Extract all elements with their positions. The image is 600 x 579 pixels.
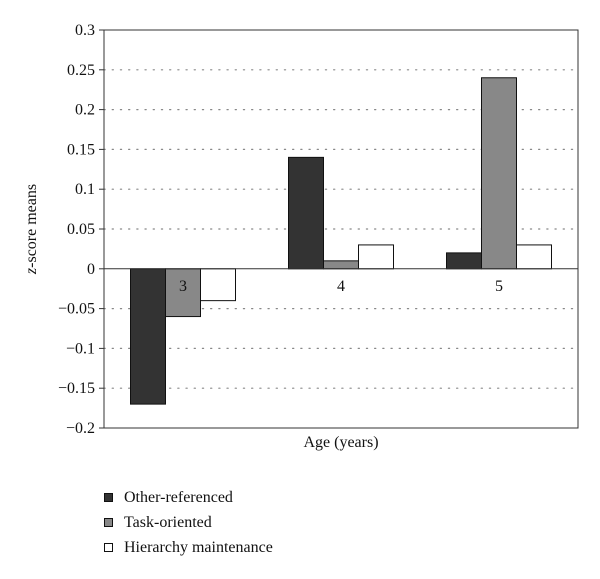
legend-swatch bbox=[104, 518, 113, 527]
y-tick-label: 0.25 bbox=[67, 62, 95, 79]
y-tick-label: −0.2 bbox=[66, 420, 95, 437]
y-tick-label: 0.15 bbox=[67, 141, 95, 158]
x-tick-label: 5 bbox=[495, 278, 503, 295]
bar-other-referenced-age-5 bbox=[446, 252, 482, 270]
legend-label: Other-referenced bbox=[124, 488, 233, 506]
bar-task-oriented-age-4 bbox=[323, 260, 359, 270]
y-axis-title: z-score means bbox=[23, 184, 40, 275]
legend-label: Hierarchy maintenance bbox=[124, 538, 273, 556]
x-axis-tick-labels: 3 4 5 bbox=[179, 278, 503, 295]
bar-hierarchy-maintenance-age-5 bbox=[516, 244, 552, 270]
legend-item: Task-oriented bbox=[104, 510, 273, 535]
legend-swatch bbox=[104, 543, 113, 552]
x-axis-title: Age (years) bbox=[303, 434, 378, 451]
y-tick-label: 0.3 bbox=[75, 22, 95, 39]
y-axis-ticks: 0.3 0.25 0.2 0.15 0.1 0.05 0 −0.05 −0.1 −0.15 −0.2 bbox=[58, 22, 104, 437]
y-tick-label: 0.1 bbox=[75, 181, 95, 198]
y-tick-label: 0 bbox=[87, 261, 95, 278]
y-axis-title-italic: z bbox=[23, 267, 40, 275]
legend-swatch bbox=[104, 493, 113, 502]
bar-other-referenced-age-4 bbox=[288, 156, 324, 270]
y-tick-label: 0.2 bbox=[75, 102, 95, 119]
y-tick-label: −0.1 bbox=[66, 340, 95, 357]
bar-hierarchy-maintenance-age-3 bbox=[200, 268, 236, 302]
legend-item: Other-referenced bbox=[104, 485, 273, 510]
y-tick-label: −0.05 bbox=[58, 301, 95, 318]
bar-other-referenced-age-3 bbox=[130, 268, 166, 405]
bar-hierarchy-maintenance-age-4 bbox=[358, 244, 394, 270]
bars bbox=[130, 77, 552, 405]
legend-label: Task-oriented bbox=[124, 513, 212, 531]
legend: Other-referenced Task-oriented Hierarchy m… bbox=[104, 485, 273, 560]
y-tick-label: 0.05 bbox=[67, 221, 95, 238]
bar-task-oriented-age-5 bbox=[481, 77, 517, 270]
y-tick-label: −0.15 bbox=[58, 380, 95, 397]
x-tick-label: 4 bbox=[337, 278, 345, 295]
y-axis-title-rest: -score means bbox=[23, 184, 40, 268]
legend-item: Hierarchy maintenance bbox=[104, 535, 273, 560]
x-tick-label: 3 bbox=[179, 278, 187, 295]
